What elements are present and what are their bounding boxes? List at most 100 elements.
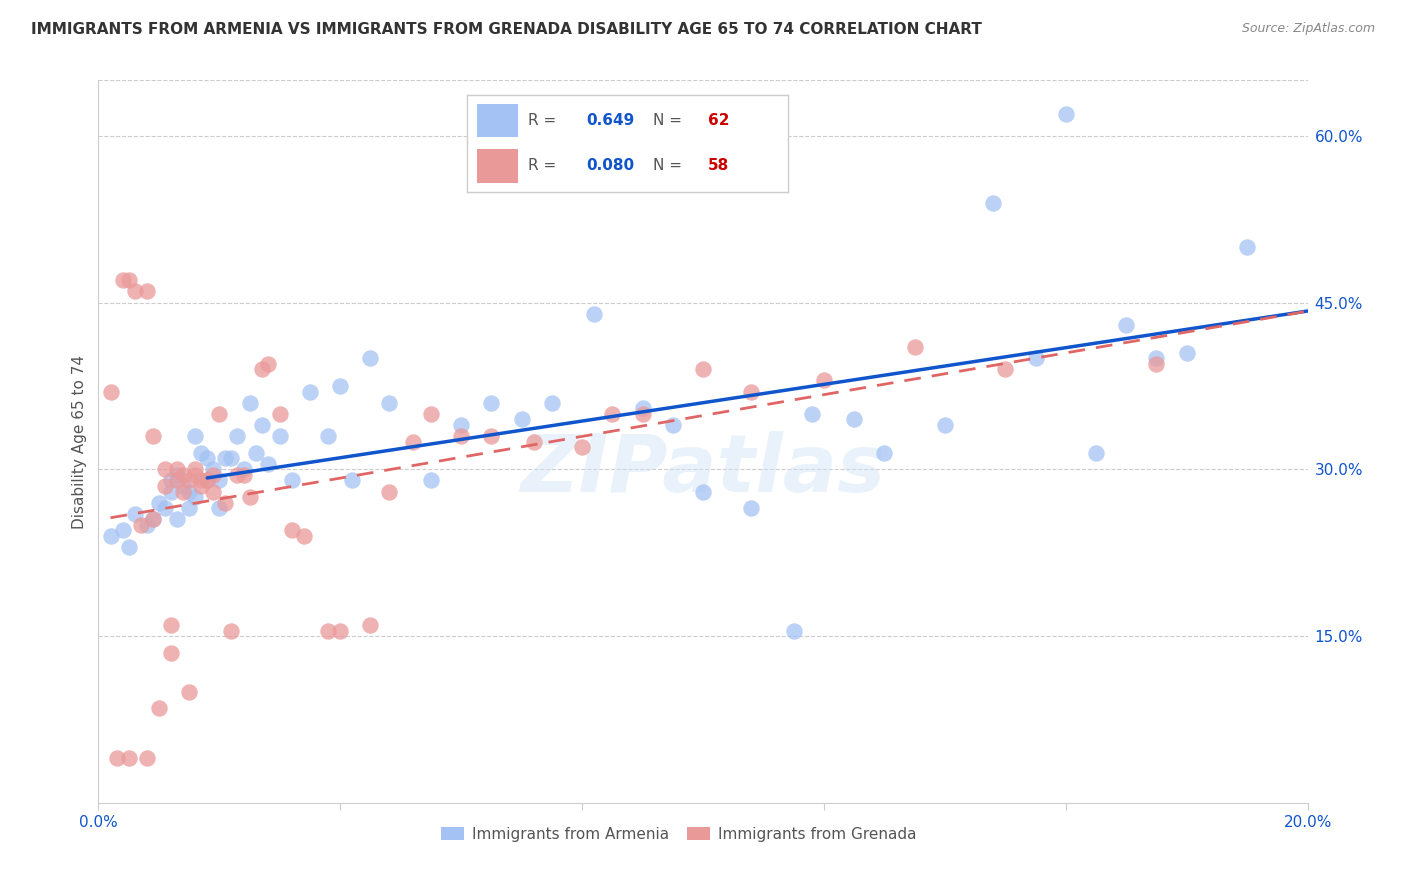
Point bbox=[160, 646, 183, 660]
Point bbox=[360, 351, 382, 366]
Point bbox=[981, 195, 1004, 210]
Point bbox=[250, 417, 273, 432]
Point bbox=[1115, 318, 1137, 332]
Point bbox=[245, 445, 267, 459]
Point bbox=[800, 407, 823, 421]
Point bbox=[195, 474, 218, 488]
Point bbox=[221, 451, 243, 466]
Point bbox=[142, 429, 165, 443]
Point bbox=[481, 395, 503, 409]
Point bbox=[360, 618, 382, 632]
Legend: Immigrants from Armenia, Immigrants from Grenada: Immigrants from Armenia, Immigrants from… bbox=[433, 819, 924, 849]
Point bbox=[160, 474, 183, 488]
Point bbox=[179, 484, 201, 499]
Point bbox=[256, 457, 278, 471]
Point bbox=[316, 429, 339, 443]
Point bbox=[202, 467, 225, 482]
Point bbox=[740, 384, 762, 399]
Text: IMMIGRANTS FROM ARMENIA VS IMMIGRANTS FROM GRENADA DISABILITY AGE 65 TO 74 CORRE: IMMIGRANTS FROM ARMENIA VS IMMIGRANTS FR… bbox=[31, 22, 981, 37]
Point bbox=[184, 467, 207, 482]
Point bbox=[190, 479, 212, 493]
Point bbox=[1175, 345, 1198, 359]
Point bbox=[172, 484, 194, 499]
Point bbox=[142, 512, 165, 526]
Text: Source: ZipAtlas.com: Source: ZipAtlas.com bbox=[1241, 22, 1375, 36]
Point bbox=[124, 507, 146, 521]
Point bbox=[179, 684, 201, 698]
Point bbox=[602, 407, 624, 421]
Point bbox=[232, 467, 254, 482]
Point bbox=[1024, 351, 1046, 366]
Point bbox=[540, 395, 562, 409]
Point bbox=[232, 462, 254, 476]
Point bbox=[166, 467, 188, 482]
Point bbox=[153, 479, 176, 493]
Point bbox=[153, 462, 176, 476]
Point bbox=[239, 395, 262, 409]
Point bbox=[583, 307, 606, 321]
Point bbox=[1054, 106, 1077, 120]
Point bbox=[135, 751, 157, 765]
Point bbox=[420, 474, 443, 488]
Point bbox=[904, 340, 927, 354]
Point bbox=[129, 517, 152, 532]
Point bbox=[813, 373, 835, 387]
Point bbox=[208, 501, 231, 516]
Point bbox=[202, 462, 225, 476]
Point bbox=[142, 512, 165, 526]
Point bbox=[226, 467, 249, 482]
Point bbox=[844, 412, 866, 426]
Point bbox=[118, 751, 141, 765]
Point bbox=[281, 474, 304, 488]
Point bbox=[661, 417, 683, 432]
Point bbox=[250, 362, 273, 376]
Point bbox=[190, 474, 212, 488]
Point bbox=[184, 429, 207, 443]
Point bbox=[377, 484, 399, 499]
Point bbox=[571, 440, 593, 454]
Point bbox=[160, 618, 183, 632]
Point bbox=[179, 501, 201, 516]
Point bbox=[118, 273, 141, 287]
Point bbox=[377, 395, 399, 409]
Point bbox=[292, 529, 315, 543]
Point bbox=[1144, 357, 1167, 371]
Point bbox=[166, 474, 188, 488]
Point bbox=[100, 529, 122, 543]
Point bbox=[135, 517, 157, 532]
Point bbox=[148, 701, 170, 715]
Point bbox=[179, 474, 201, 488]
Point bbox=[329, 379, 352, 393]
Point bbox=[299, 384, 322, 399]
Point bbox=[118, 540, 141, 554]
Point bbox=[402, 434, 425, 449]
Point bbox=[239, 490, 262, 504]
Point bbox=[111, 524, 134, 538]
Point bbox=[934, 417, 956, 432]
Point bbox=[281, 524, 304, 538]
Point bbox=[450, 417, 472, 432]
Point bbox=[873, 445, 896, 459]
Point bbox=[256, 357, 278, 371]
Point bbox=[172, 479, 194, 493]
Point bbox=[420, 407, 443, 421]
Point bbox=[214, 496, 236, 510]
Text: ZIPatlas: ZIPatlas bbox=[520, 432, 886, 509]
Point bbox=[166, 512, 188, 526]
Point bbox=[523, 434, 546, 449]
Point bbox=[1144, 351, 1167, 366]
Point bbox=[692, 484, 714, 499]
Point bbox=[190, 445, 212, 459]
Point bbox=[184, 490, 207, 504]
Point bbox=[269, 407, 291, 421]
Point bbox=[316, 624, 339, 638]
Point bbox=[100, 384, 122, 399]
Point bbox=[105, 751, 128, 765]
Point bbox=[631, 401, 654, 416]
Point bbox=[214, 451, 236, 466]
Point bbox=[342, 474, 364, 488]
Point bbox=[450, 429, 472, 443]
Point bbox=[124, 285, 146, 299]
Point bbox=[166, 462, 188, 476]
Point bbox=[269, 429, 291, 443]
